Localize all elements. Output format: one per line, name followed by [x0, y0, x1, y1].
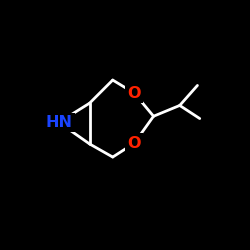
Text: O: O	[128, 86, 141, 101]
Text: HN: HN	[45, 115, 72, 130]
Text: O: O	[128, 136, 141, 151]
